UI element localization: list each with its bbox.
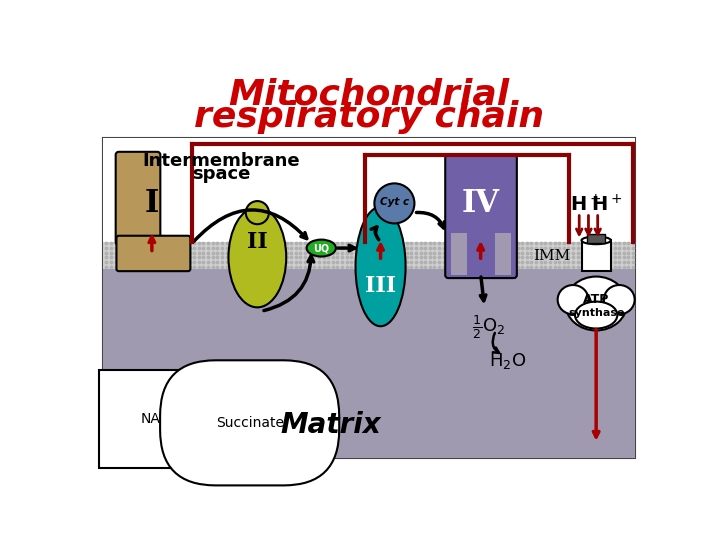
Text: H$^+$: H$^+$ xyxy=(590,194,622,215)
Text: IMM: IMM xyxy=(534,249,571,263)
Ellipse shape xyxy=(356,207,405,326)
Text: UQ: UQ xyxy=(313,243,329,253)
Text: IV: IV xyxy=(462,188,500,219)
Bar xyxy=(451,233,467,275)
Bar xyxy=(104,269,634,457)
Bar xyxy=(495,233,510,275)
Bar xyxy=(104,242,634,269)
Ellipse shape xyxy=(307,240,336,256)
Text: II: II xyxy=(247,231,268,253)
Text: H$^+$: H$^+$ xyxy=(570,194,601,215)
Text: Cyt c: Cyt c xyxy=(380,197,409,207)
Text: Matrix: Matrix xyxy=(280,411,381,439)
Text: I: I xyxy=(145,188,159,219)
FancyBboxPatch shape xyxy=(117,236,190,271)
Text: synthase: synthase xyxy=(568,308,624,318)
Text: Succinate: Succinate xyxy=(216,416,284,430)
Text: space: space xyxy=(192,165,251,183)
Text: NADH: NADH xyxy=(140,412,181,426)
Ellipse shape xyxy=(558,285,588,314)
Ellipse shape xyxy=(228,207,287,307)
FancyBboxPatch shape xyxy=(116,152,161,245)
Bar xyxy=(104,138,634,457)
Text: respiratory chain: respiratory chain xyxy=(194,100,544,134)
Circle shape xyxy=(374,184,415,224)
Bar xyxy=(104,138,634,242)
Bar xyxy=(587,234,606,244)
Ellipse shape xyxy=(575,301,617,328)
Text: H$_2$O: H$_2$O xyxy=(489,351,526,372)
Text: ATP: ATP xyxy=(583,293,609,306)
Text: III: III xyxy=(365,275,396,297)
FancyBboxPatch shape xyxy=(445,155,517,278)
Ellipse shape xyxy=(604,285,634,314)
Text: $\frac{1}{2}$O$_2$: $\frac{1}{2}$O$_2$ xyxy=(472,313,505,341)
Ellipse shape xyxy=(246,201,269,224)
Ellipse shape xyxy=(582,237,611,244)
Text: Intermembrane: Intermembrane xyxy=(143,152,300,170)
Ellipse shape xyxy=(565,276,627,330)
Text: Mitochondrial: Mitochondrial xyxy=(228,77,510,111)
Bar xyxy=(582,240,611,271)
